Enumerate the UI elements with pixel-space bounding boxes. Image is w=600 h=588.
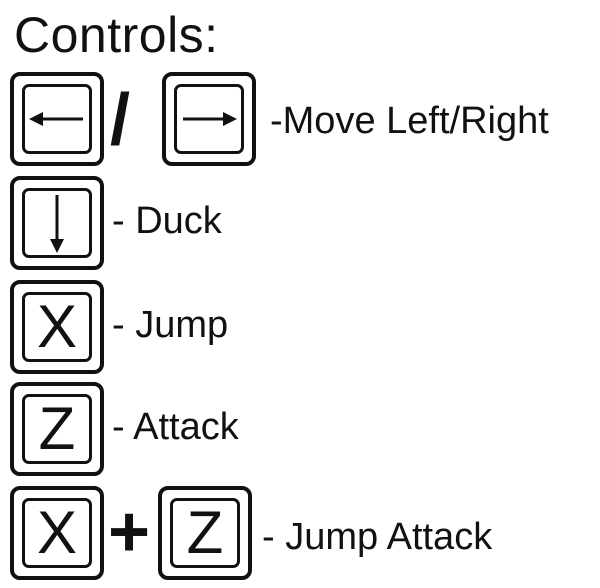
move-left-right-label: -Move Left/Right bbox=[270, 100, 549, 142]
z-key: Z bbox=[10, 382, 104, 476]
x-key-combo-letter: X bbox=[36, 499, 78, 566]
right-arrow-key bbox=[162, 72, 256, 166]
x-key-letter: X bbox=[36, 293, 78, 360]
z-key-letter: Z bbox=[38, 395, 76, 462]
left-arrow-icon bbox=[29, 112, 83, 126]
jump-attack-label: - Jump Attack bbox=[262, 516, 493, 558]
down-arrow-icon bbox=[50, 195, 64, 253]
plus-separator: + bbox=[108, 492, 151, 572]
left-arrow-key bbox=[10, 72, 104, 166]
slash-separator: / bbox=[110, 80, 131, 160]
jump-label: - Jump bbox=[112, 304, 229, 346]
z-key-combo: Z bbox=[158, 486, 252, 580]
down-arrow-key bbox=[10, 176, 104, 270]
right-arrow-icon bbox=[183, 112, 237, 126]
z-key-combo-letter: Z bbox=[186, 499, 224, 566]
duck-label: - Duck bbox=[112, 200, 222, 242]
x-key: X bbox=[10, 280, 104, 374]
x-key-combo: X bbox=[10, 486, 104, 580]
controls-title: Controls: bbox=[14, 7, 219, 63]
attack-label: - Attack bbox=[112, 406, 239, 448]
